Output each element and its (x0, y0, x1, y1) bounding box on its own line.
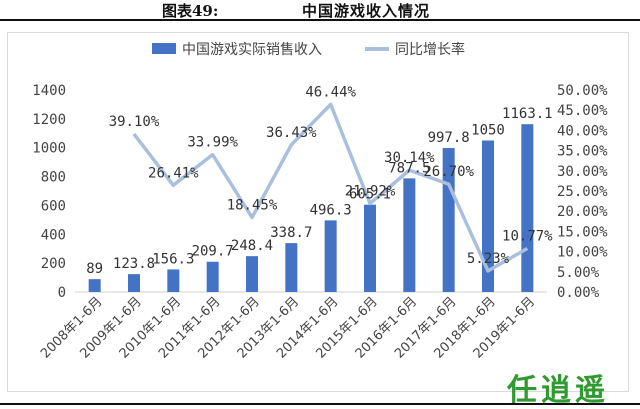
line-data-label: 21.92% (345, 183, 396, 199)
y-right-tick-label: 20.00% (557, 204, 608, 220)
bar-data-label: 1163.1 (502, 106, 553, 122)
bar (128, 274, 140, 292)
y-right-tick-label: 25.00% (557, 184, 608, 200)
y-right-tick-label: 30.00% (557, 164, 608, 180)
bar-data-label: 248.4 (231, 238, 273, 254)
bar-data-label: 1050 (471, 123, 505, 139)
line-data-label: 10.77% (502, 228, 553, 244)
y-left-tick-label: 1400 (32, 83, 66, 99)
bottom-rule (0, 403, 640, 405)
bar-data-label: 123.8 (113, 256, 155, 272)
line-data-label: 46.44% (305, 84, 356, 100)
top-rule (0, 19, 640, 21)
bar (521, 124, 534, 293)
bar-data-label: 338.7 (270, 225, 312, 241)
line-data-label: 26.41% (148, 165, 199, 181)
y-right-tick-label: 35.00% (557, 144, 608, 160)
bar-data-label: 787.5 (388, 160, 430, 176)
growth-rate-line (132, 102, 529, 273)
line-data-label: 18.45% (227, 197, 278, 213)
bar-data-label: 156.3 (152, 251, 194, 267)
y-left-tick-label: 800 (41, 170, 66, 186)
bar (482, 140, 494, 292)
legend-line-label: 同比增长率 (395, 41, 465, 58)
y-left-tick-label: 1200 (32, 112, 66, 128)
y-left-tick-label: 200 (41, 256, 66, 272)
line-data-label: 33.99% (187, 135, 238, 151)
figure-number: 图表49: (162, 2, 219, 20)
y-right-tick-label: 0.00% (557, 285, 600, 301)
bar (88, 279, 101, 292)
y-right-tick-label: 45.00% (557, 103, 608, 119)
y-right-tick-label: 15.00% (557, 224, 608, 240)
bar (324, 220, 337, 292)
legend-bar-label: 中国游戏实际销售收入 (182, 42, 322, 58)
line-data-label: 36.43% (266, 125, 317, 141)
figure-caption: 中国游戏收入情况 (302, 2, 431, 20)
bar (167, 269, 180, 292)
bar (285, 243, 298, 292)
line-data-label: 39.10% (109, 114, 160, 130)
bar-data-label: 496.3 (310, 202, 352, 218)
bar (403, 178, 416, 292)
y-right-tick-label: 40.00% (557, 123, 608, 139)
bar-data-label: 209.7 (192, 244, 234, 260)
bar-data-label: 605.1 (349, 187, 391, 203)
y-left-tick-label: 600 (41, 198, 66, 214)
chart-frame (7, 32, 629, 392)
line-data-label: 26.70% (423, 164, 474, 180)
y-right-tick-label: 5.00% (557, 265, 600, 281)
bar (206, 261, 219, 292)
bar (246, 256, 258, 292)
y-right-tick-label: 10.00% (557, 245, 608, 261)
line-data-label: 30.14% (384, 150, 435, 166)
bar-data-label: 89 (86, 261, 103, 277)
y-right-tick-label: 50.00% (557, 83, 608, 99)
y-left-tick-label: 0 (58, 285, 66, 301)
y-left-tick-label: 1000 (32, 141, 66, 157)
watermark-logo: 任逍遥 (507, 373, 609, 408)
bar-data-label: 997.8 (428, 130, 470, 146)
y-left-tick-label: 400 (41, 227, 66, 243)
line-data-label: 5.23% (467, 251, 510, 267)
figure-title: 图表49: 中国游戏收入情况 (0, 0, 640, 20)
legend-bar-swatch (152, 43, 176, 54)
bar (364, 204, 376, 292)
